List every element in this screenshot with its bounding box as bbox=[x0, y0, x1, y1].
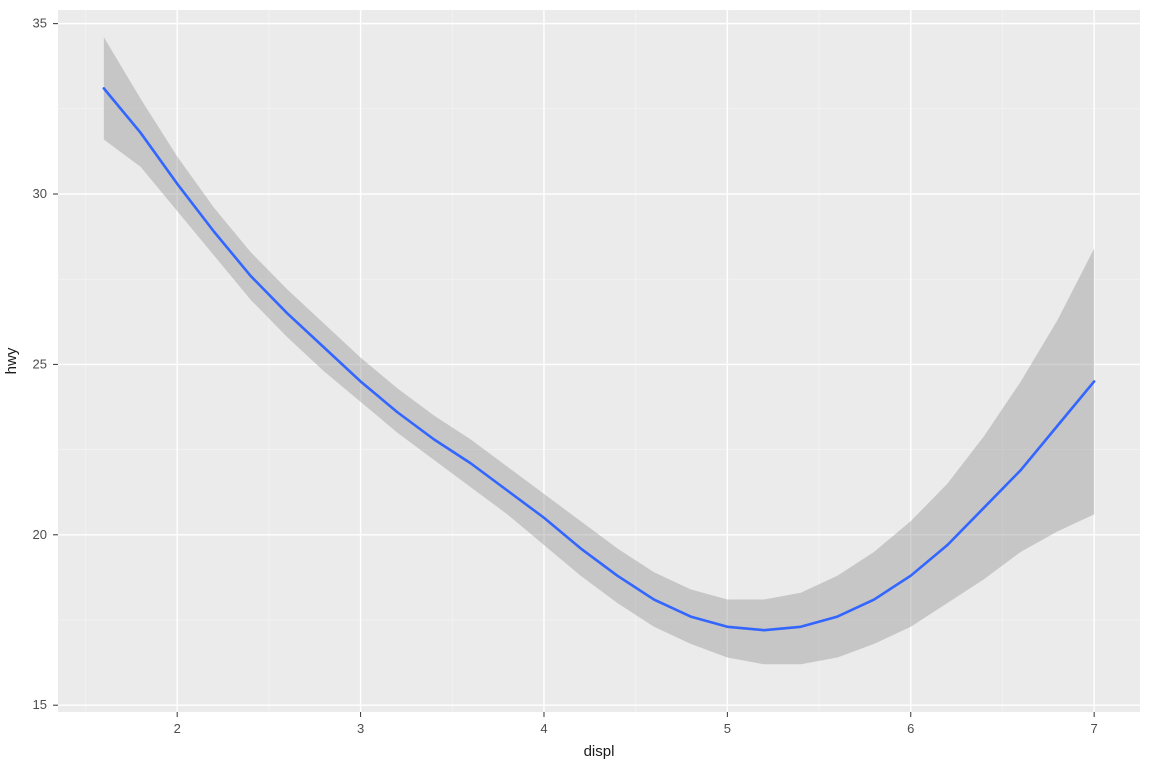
x-tick-label: 3 bbox=[357, 721, 364, 736]
y-tick-label: 30 bbox=[33, 186, 47, 201]
x-tick-label: 5 bbox=[724, 721, 731, 736]
x-tick-label: 6 bbox=[907, 721, 914, 736]
y-tick-label: 35 bbox=[33, 16, 47, 31]
smooth-chart: 2 3 4 5 6 7 15 20 25 30 35 displ hwy bbox=[0, 0, 1152, 768]
x-tick-label: 4 bbox=[540, 721, 547, 736]
y-axis-title: hwy bbox=[3, 347, 20, 374]
y-tick-label: 15 bbox=[33, 697, 47, 712]
x-axis-title: displ bbox=[584, 743, 615, 760]
x-tick-label: 7 bbox=[1091, 721, 1098, 736]
y-tick-label: 25 bbox=[33, 356, 47, 371]
y-tick-label: 20 bbox=[33, 527, 47, 542]
plot-panel bbox=[58, 10, 1140, 712]
x-tick-label: 2 bbox=[174, 721, 181, 736]
chart-container: 2 3 4 5 6 7 15 20 25 30 35 displ hwy bbox=[0, 0, 1152, 768]
